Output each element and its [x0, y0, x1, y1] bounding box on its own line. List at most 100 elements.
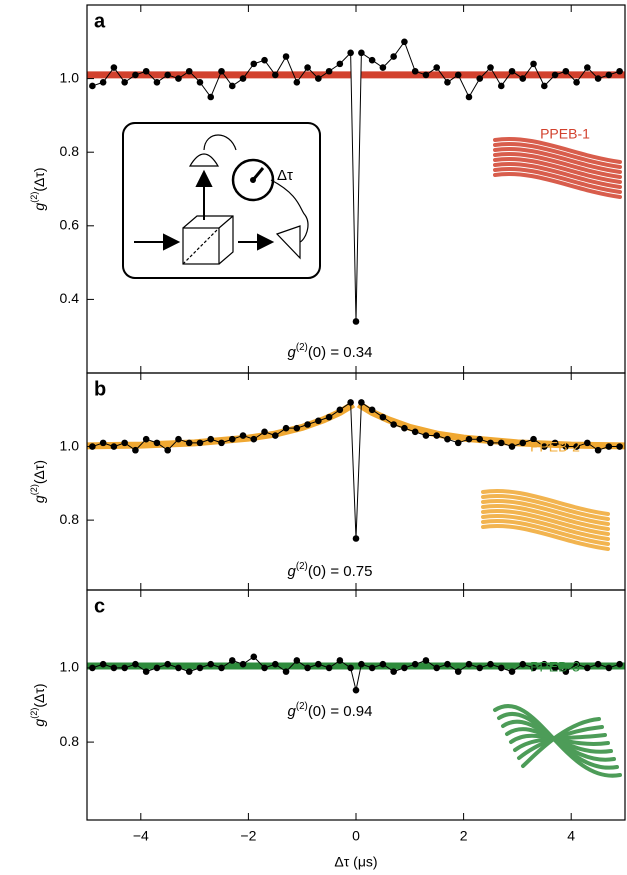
data-point: [336, 60, 344, 68]
data-point: [218, 439, 225, 447]
x-tick-label: 0: [352, 828, 360, 844]
data-point: [132, 660, 139, 668]
data-point: [207, 435, 215, 443]
data-point: [562, 668, 570, 675]
data-point: [304, 421, 311, 428]
data-point: [584, 439, 591, 447]
data-point: [530, 435, 537, 443]
data-point: [153, 664, 161, 672]
data-point: [454, 668, 462, 675]
cable: [270, 179, 309, 243]
data-point: [368, 56, 376, 64]
y-tick-label: 1.0: [60, 69, 80, 85]
data-point: [352, 535, 360, 542]
data-point: [196, 78, 204, 86]
data-point: [239, 660, 247, 668]
data-point: [110, 664, 118, 672]
data-point: [293, 657, 301, 664]
data-point: [153, 78, 161, 86]
data-point: [110, 443, 118, 450]
fiber: [481, 504, 610, 531]
data-point: [250, 653, 258, 661]
sample-label: PPEB-3: [530, 659, 580, 675]
data-point: [228, 657, 236, 664]
data-point: [272, 432, 279, 439]
fiber: [493, 137, 622, 164]
data-point: [476, 75, 484, 82]
label: g(2)(0) = 0.75: [288, 561, 373, 580]
data-point: [325, 664, 333, 672]
text-part: g: [31, 495, 47, 503]
data-point: [99, 78, 107, 86]
fiber: [493, 157, 622, 184]
text-part: (0) = 0.94: [308, 703, 373, 720]
data-point: [551, 71, 559, 79]
cable: [203, 134, 237, 151]
data-point: [164, 71, 171, 79]
data-point: [519, 660, 527, 668]
data-point: [401, 38, 408, 46]
data-point: [352, 318, 360, 325]
data-point: [358, 49, 365, 57]
fiber: [493, 147, 622, 174]
data-point: [379, 413, 387, 421]
data-point: [282, 53, 290, 60]
data-point: [325, 413, 333, 421]
y-tick-label: 0.6: [60, 217, 80, 233]
beam-splitter: [182, 215, 234, 265]
text-part: g: [288, 703, 297, 720]
data-point: [519, 439, 527, 447]
data-point: [573, 443, 580, 450]
data-point: [347, 664, 354, 672]
text-part: (Δτ): [31, 167, 47, 191]
text-part: (2): [296, 342, 308, 353]
inset-frame: [122, 122, 321, 279]
text-part: (Δτ): [31, 460, 47, 484]
fiber: [481, 499, 610, 526]
text-part: (2): [296, 701, 308, 712]
label: g(2)(Δτ): [29, 460, 46, 503]
panel-label: c: [94, 595, 105, 617]
data-point: [444, 660, 451, 668]
fiber: [481, 489, 610, 516]
data-point: [315, 660, 322, 668]
data-point: [293, 78, 301, 86]
fiber: [493, 162, 622, 189]
data-point: [584, 64, 591, 71]
fiber: [481, 524, 610, 551]
arrow-head: [257, 233, 275, 251]
data-point: [411, 660, 419, 668]
data-point: [519, 75, 527, 82]
data-point: [142, 67, 150, 75]
y-tick-label: 1.0: [60, 659, 80, 675]
data-point: [132, 446, 139, 454]
data-point: [605, 71, 613, 79]
data-point: [347, 49, 354, 57]
data-point: [132, 71, 139, 79]
text-part: g: [31, 203, 47, 211]
data-point: [508, 67, 516, 75]
data-point: [497, 664, 505, 672]
data-point: [616, 443, 623, 450]
data-point: [110, 64, 118, 71]
panel-label: a: [94, 10, 106, 32]
data-point: [444, 435, 451, 443]
data-point: [530, 60, 537, 68]
fiber-illustration: [493, 704, 622, 778]
data-point: [551, 664, 559, 672]
data-point: [541, 82, 548, 90]
arrow-head: [163, 233, 181, 251]
sample-label: PPEB-1: [540, 126, 590, 142]
x-tick-label: 4: [567, 828, 575, 844]
data-point: [239, 75, 247, 82]
text-part: (2): [29, 192, 39, 203]
text-part: (2): [29, 484, 39, 495]
text-part: (2): [29, 708, 39, 719]
panel-label: b: [94, 378, 106, 400]
data-point: [454, 71, 462, 79]
data-point: [304, 64, 311, 71]
fiber: [493, 167, 622, 194]
data-point: [261, 428, 268, 436]
data-point: [261, 56, 268, 64]
